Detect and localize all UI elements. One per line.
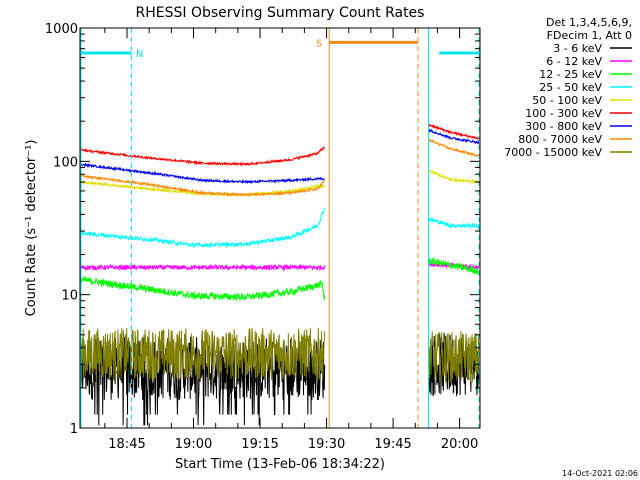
legend-entry-label: 300 - 800 keV xyxy=(525,120,602,133)
generation-timestamp: 14-Oct-2021 02:06 xyxy=(562,469,638,478)
y-tick-label: 1000 xyxy=(45,22,78,37)
x-axis-label: Start Time (13-Feb-06 18:34:22) xyxy=(175,457,385,472)
series-line-50-100keV xyxy=(428,169,480,185)
series-line-12-25keV xyxy=(428,256,480,276)
y-tick-label: 1 xyxy=(70,422,78,437)
x-tick-label: 19:45 xyxy=(374,437,411,452)
series-line-100-300keV xyxy=(79,146,325,167)
x-tick-label: 19:30 xyxy=(308,437,345,452)
plot-area: N S 1 10 100 1000 18:45 19:00 19:15 19:30 19:45 20:… xyxy=(45,22,481,452)
flag-label-night: N xyxy=(136,49,143,60)
legend-detector-header: Det 1,3,4,5,6,9, xyxy=(546,16,632,29)
x-tick-label: 18:45 xyxy=(108,437,145,452)
series-line-300-800keV xyxy=(428,128,480,146)
legend-entry-label: 6 - 12 keV xyxy=(546,55,602,68)
y-tick-label: 100 xyxy=(53,155,78,170)
flag-label-saa: S xyxy=(316,38,322,49)
series-line-300-800keV xyxy=(79,162,326,185)
series-line-12-25keV xyxy=(79,276,326,301)
legend-entry-label: 12 - 25 keV xyxy=(539,68,602,81)
x-tick-label: 19:15 xyxy=(241,437,278,452)
series-line-100-300keV xyxy=(428,123,480,140)
legend-entry-label: 25 - 50 keV xyxy=(539,81,602,94)
plot-frame xyxy=(79,27,481,429)
legend-entry-label: 50 - 100 keV xyxy=(532,94,602,107)
legend-decimation-header: FDecim 1, Att 0 xyxy=(547,29,632,42)
legend-entry-label: 7000 - 15000 keV xyxy=(504,146,602,159)
series-line-800-7000keV xyxy=(428,138,480,157)
series-line-800-7000keV xyxy=(79,174,326,197)
series-line-7000-15000keV xyxy=(428,331,480,384)
series-line-7000-15000keV xyxy=(79,327,326,380)
x-tick-label: 20:00 xyxy=(441,437,478,452)
chart-title: RHESSI Observing Summary Count Rates xyxy=(136,5,425,21)
legend-entry-label: 800 - 7000 keV xyxy=(518,133,602,146)
x-tick-label: 19:00 xyxy=(175,437,212,452)
series-line-6-12keV xyxy=(79,263,326,272)
legend-entry-label: 3 - 6 keV xyxy=(553,42,602,55)
y-tick-label: 10 xyxy=(61,289,78,304)
series-line-25-50keV xyxy=(79,207,325,249)
y-axis-label: Count Rate (s⁻¹ detector⁻¹) xyxy=(24,140,39,317)
series-line-25-50keV xyxy=(428,216,480,230)
legend-entry-label: 100 - 300 keV xyxy=(525,107,602,120)
